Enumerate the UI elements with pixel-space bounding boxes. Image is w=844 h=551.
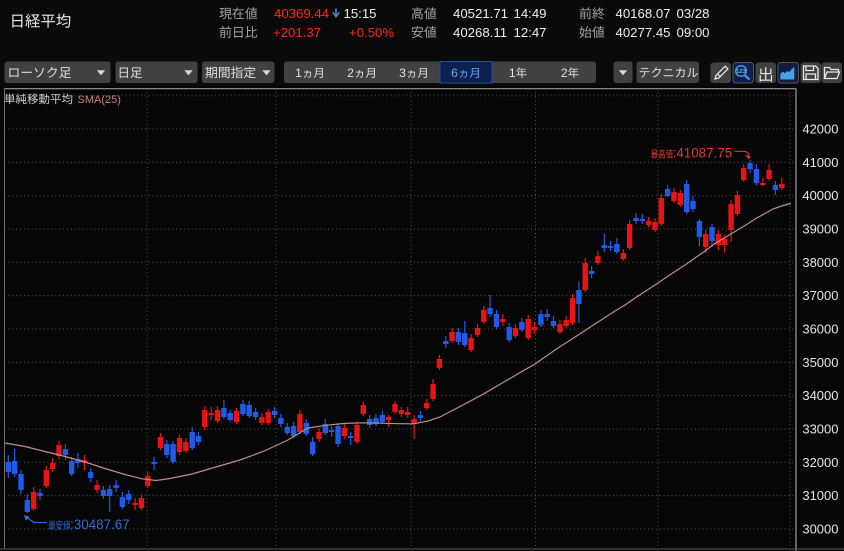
svg-text:123: 123 bbox=[736, 69, 746, 75]
svg-text:35000: 35000 bbox=[802, 355, 838, 370]
svg-text:03/28: 03/28 bbox=[677, 6, 710, 21]
svg-text:40000: 40000 bbox=[802, 188, 838, 203]
svg-text:09:00: 09:00 bbox=[677, 25, 710, 40]
svg-text:12:47: 12:47 bbox=[514, 25, 547, 40]
svg-text:40277.45: 40277.45 bbox=[616, 25, 671, 40]
svg-text:15:15: 15:15 bbox=[344, 6, 377, 21]
svg-text::41087.75: :41087.75 bbox=[673, 146, 733, 161]
svg-text:SMA(25): SMA(25) bbox=[78, 94, 121, 106]
svg-text:32000: 32000 bbox=[802, 455, 838, 470]
svg-text:40168.07: 40168.07 bbox=[616, 6, 671, 21]
svg-text:2: 2 bbox=[347, 66, 354, 80]
svg-text:33000: 33000 bbox=[802, 421, 838, 436]
svg-text:40521.71: 40521.71 bbox=[453, 6, 508, 21]
svg-text:40268.11: 40268.11 bbox=[453, 25, 507, 40]
svg-text:41000: 41000 bbox=[802, 155, 838, 170]
svg-text:37000: 37000 bbox=[802, 288, 838, 303]
svg-text:1: 1 bbox=[295, 66, 302, 80]
svg-text:42000: 42000 bbox=[802, 122, 838, 137]
svg-text:39000: 39000 bbox=[802, 221, 838, 236]
svg-text:38000: 38000 bbox=[802, 255, 838, 270]
svg-text:36000: 36000 bbox=[802, 321, 838, 336]
svg-text:+201.37: +201.37 bbox=[273, 25, 321, 40]
svg-text:30000: 30000 bbox=[802, 521, 838, 536]
svg-text:1: 1 bbox=[509, 66, 516, 80]
svg-text:40369.44: 40369.44 bbox=[274, 6, 329, 21]
svg-text:14:49: 14:49 bbox=[514, 6, 547, 21]
svg-text:31000: 31000 bbox=[802, 488, 838, 503]
svg-text:6: 6 bbox=[451, 66, 458, 80]
svg-text::30487.67: :30487.67 bbox=[70, 517, 130, 532]
svg-text:34000: 34000 bbox=[802, 388, 838, 403]
svg-text:2: 2 bbox=[561, 66, 568, 80]
svg-text:+0.50%: +0.50% bbox=[349, 25, 394, 40]
svg-text:3: 3 bbox=[399, 66, 406, 80]
